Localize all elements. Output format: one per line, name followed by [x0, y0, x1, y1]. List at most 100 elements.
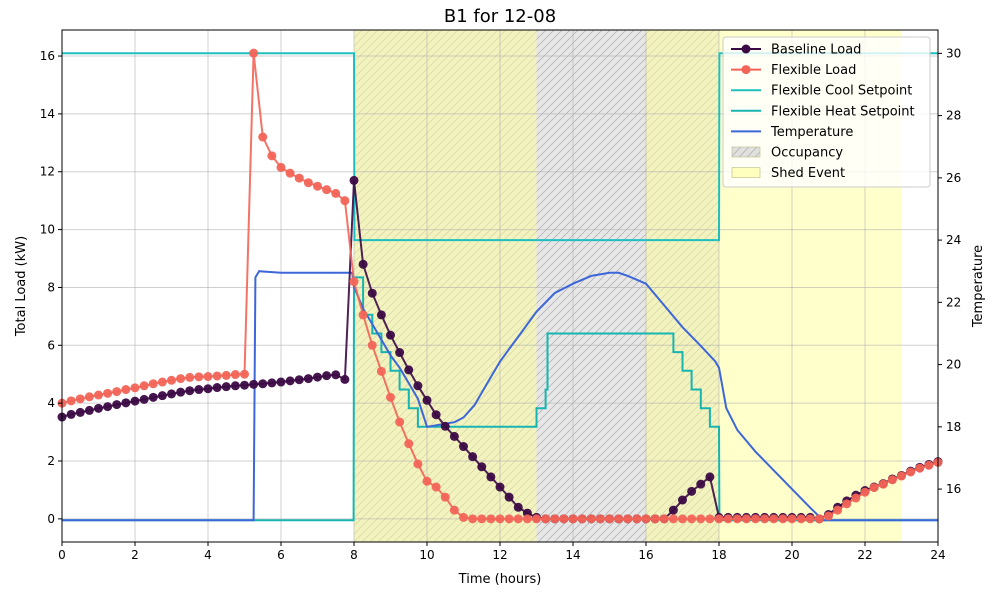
data-point — [906, 467, 916, 477]
y-tick-label: 16 — [40, 49, 55, 63]
data-point — [276, 377, 286, 387]
data-point — [796, 514, 806, 524]
data-point — [440, 421, 450, 431]
data-point — [331, 188, 341, 198]
data-point — [294, 173, 304, 183]
data-point — [94, 403, 103, 413]
data-point — [276, 162, 286, 172]
y2-tick-label: 26 — [946, 171, 961, 185]
data-point — [249, 379, 259, 389]
data-point — [322, 185, 332, 195]
data-point — [559, 514, 569, 524]
data-point — [778, 514, 788, 524]
data-point — [605, 514, 614, 524]
data-point — [285, 376, 295, 386]
x-tick-label: 22 — [857, 548, 872, 562]
data-point — [878, 479, 888, 489]
data-point — [386, 330, 395, 340]
data-point — [185, 372, 195, 382]
data-point — [203, 372, 213, 382]
data-point — [258, 379, 268, 389]
data-point — [687, 486, 697, 496]
data-point — [449, 431, 459, 441]
x-tick-label: 10 — [419, 548, 434, 562]
data-point — [851, 493, 861, 503]
data-point — [532, 514, 541, 524]
data-point — [650, 514, 660, 524]
data-point — [486, 514, 496, 524]
y2-tick-label: 18 — [946, 420, 961, 434]
y2-tick-label: 30 — [946, 46, 961, 60]
data-point — [787, 514, 797, 524]
data-point — [94, 390, 103, 400]
data-point — [504, 492, 514, 502]
data-point — [139, 381, 149, 391]
data-point — [404, 439, 414, 449]
shed-event-region — [354, 30, 537, 542]
x-tick-label: 4 — [204, 548, 212, 562]
data-point — [924, 460, 934, 470]
data-point — [477, 514, 487, 524]
x-tick-label: 18 — [711, 548, 726, 562]
data-point — [313, 181, 322, 191]
data-point — [486, 472, 496, 482]
x-tick-label: 16 — [638, 548, 653, 562]
data-point — [513, 514, 523, 524]
x-tick-label: 12 — [492, 548, 507, 562]
data-point — [376, 310, 386, 320]
data-point — [860, 487, 870, 497]
data-point — [586, 514, 596, 524]
data-point — [185, 386, 195, 396]
data-point — [449, 505, 459, 515]
data-point — [595, 514, 605, 524]
x-tick-label: 6 — [277, 548, 285, 562]
data-point — [431, 482, 441, 492]
data-point — [413, 381, 423, 391]
data-point — [230, 381, 240, 391]
legend-label: Shed Event — [771, 166, 845, 181]
legend-swatch-marker — [741, 44, 751, 54]
y2-tick-label: 20 — [946, 358, 961, 372]
y2-axis: 16 18 20 22 24 26 28 30 — [938, 46, 961, 496]
data-point — [103, 388, 113, 398]
data-point — [495, 482, 505, 492]
data-point — [723, 514, 733, 524]
data-point — [659, 514, 669, 524]
data-point — [130, 383, 140, 393]
data-point — [230, 370, 240, 380]
data-point — [331, 370, 341, 380]
data-point — [404, 365, 414, 375]
data-point — [194, 372, 204, 382]
data-point — [668, 514, 678, 524]
data-point — [240, 380, 249, 390]
y2-tick-label: 16 — [946, 482, 961, 496]
data-point — [285, 168, 295, 178]
data-point — [303, 178, 313, 188]
x-tick-label: 20 — [784, 548, 799, 562]
data-point — [66, 396, 76, 406]
legend-label: Occupancy — [771, 146, 843, 161]
data-point — [887, 475, 897, 485]
data-point — [358, 259, 368, 269]
data-point — [84, 392, 94, 402]
y-tick-label: 0 — [47, 512, 55, 526]
y-tick-label: 14 — [40, 107, 55, 121]
data-point — [824, 511, 833, 521]
data-point — [705, 472, 715, 482]
y2-tick-label: 22 — [946, 295, 961, 309]
data-point — [212, 383, 222, 393]
y2-tick-label: 24 — [946, 233, 961, 247]
data-point — [577, 514, 587, 524]
x-axis: 0 2 4 6 8 10 12 14 16 18 20 22 24 — [58, 542, 946, 562]
data-point — [623, 514, 633, 524]
data-point — [203, 384, 213, 394]
data-point — [395, 417, 405, 427]
data-point — [121, 385, 131, 395]
series-layer — [57, 48, 943, 524]
legend-swatch-marker — [741, 65, 751, 75]
data-point — [349, 175, 359, 185]
data-point — [148, 392, 158, 402]
data-point — [413, 459, 423, 469]
data-point — [833, 505, 843, 515]
data-point — [568, 514, 578, 524]
